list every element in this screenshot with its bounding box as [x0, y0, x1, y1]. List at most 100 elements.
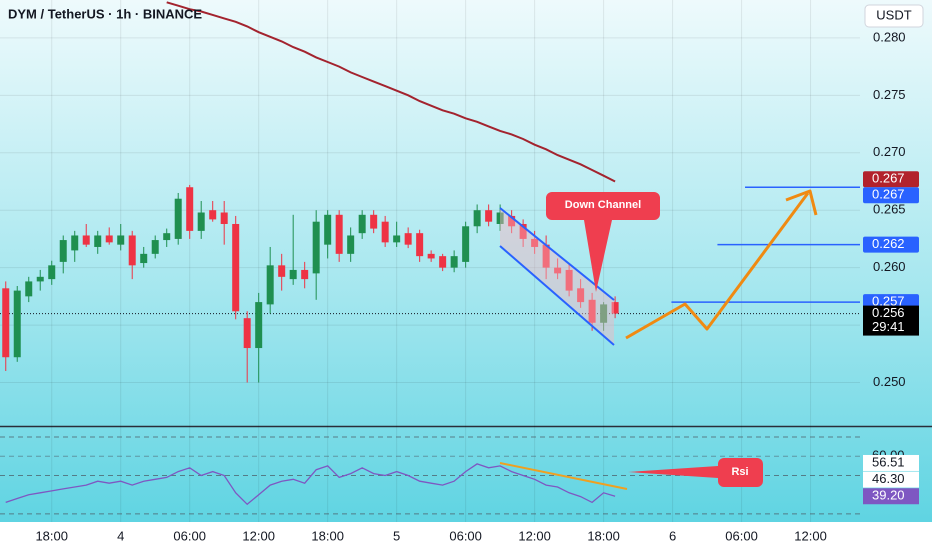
candle-body: [312, 221, 320, 274]
candle-body: [48, 265, 56, 280]
price-tag: [863, 187, 919, 204]
candle-body: [611, 302, 619, 314]
candle-body: [370, 214, 378, 229]
countdown: 29:41: [872, 319, 905, 334]
candle-body: [71, 235, 79, 251]
candle-body: [531, 238, 539, 247]
y-tick-label: 0.275: [873, 87, 906, 102]
candle-body: [13, 290, 21, 358]
candle-body: [473, 210, 481, 227]
candle-body: [301, 269, 309, 280]
price-tag-label: 0.267: [872, 171, 905, 186]
x-tick-label: 06:00: [173, 528, 206, 543]
candle-body: [2, 288, 10, 358]
candle-body: [450, 256, 458, 268]
candle-body: [232, 223, 240, 312]
candle-body: [209, 210, 217, 220]
candle-body: [59, 240, 67, 262]
y-tick-label: 0.270: [873, 144, 906, 159]
annotation-text: Rsi: [731, 466, 748, 478]
candle-body: [324, 214, 332, 245]
price-tag: [863, 236, 919, 253]
x-tick-label: 06:00: [449, 528, 482, 543]
y-tick-label: 0.250: [873, 374, 906, 389]
candle-body: [588, 299, 596, 323]
rsi-tag: [863, 488, 919, 505]
price-tag-label: 0.262: [872, 236, 905, 251]
candle-body: [255, 302, 263, 349]
candle-body: [554, 267, 562, 274]
candle-body: [439, 256, 447, 268]
time-axis-bg: [0, 522, 932, 550]
x-tick-label: 5: [393, 528, 400, 543]
y-tick-label: 0.260: [873, 259, 906, 274]
candle-body: [335, 214, 343, 254]
moving-average-line: [166, 1, 616, 183]
candle-body: [393, 235, 401, 243]
price-tag-label: 0.267: [872, 187, 905, 202]
rsi-tag-label: 56.51: [872, 454, 905, 469]
rsi-line: [5, 463, 616, 506]
x-tick-label: 18:00: [35, 528, 68, 543]
candle-body: [347, 235, 355, 254]
candle-body: [186, 187, 194, 231]
x-tick-label: 18:00: [587, 528, 620, 543]
unit-box: [864, 4, 924, 28]
candle-body: [600, 304, 608, 323]
candle-body: [289, 269, 297, 280]
candle-body: [174, 198, 182, 239]
candle-body: [151, 240, 159, 254]
candle-body: [381, 221, 389, 243]
channel-fill: [500, 208, 614, 345]
annotation-text: Down Channel: [565, 199, 641, 211]
callout-down-channel: [546, 192, 660, 292]
channel-bottom: [499, 245, 615, 346]
projection-arrow: [625, 192, 810, 340]
last-price-label: 0.256: [872, 305, 905, 320]
rsi-tag: [863, 454, 919, 471]
candle-body: [197, 212, 205, 231]
candle-body: [140, 253, 148, 264]
x-tick-label: 12:00: [518, 528, 551, 543]
candle-body: [36, 276, 44, 282]
candle-body: [266, 265, 274, 305]
x-tick-label: 12:00: [794, 528, 827, 543]
candle-body: [278, 265, 286, 277]
candle-body: [519, 223, 527, 239]
candle-body: [416, 233, 424, 257]
candle-body: [496, 212, 504, 224]
candle-body: [485, 210, 493, 222]
candle-body: [404, 233, 412, 245]
y-tick-label: 0.280: [873, 29, 906, 44]
rsi-panel: [0, 436, 860, 515]
candle-body: [565, 269, 573, 291]
rsi-tag-label: 39.20: [872, 488, 905, 503]
candle-body: [220, 212, 228, 224]
candle-body: [542, 244, 550, 268]
y-tick-label: 0.265: [873, 202, 906, 217]
candle-body: [427, 253, 435, 259]
rsi-tag-label: 46.30: [872, 471, 905, 486]
candle-body: [358, 214, 366, 234]
candle-body: [94, 235, 102, 247]
arrow-head: [785, 189, 818, 216]
axes: 18:00 4 06:00 12:00 18:00 5 06:00 12:00 18:00 6 06…: [35, 29, 919, 543]
chart-title: DYM / TetherUS · 1h · BINANCE: [8, 6, 202, 21]
candle-body: [82, 235, 90, 245]
x-tick-label: 6: [669, 528, 676, 543]
rsi-tag: [863, 471, 919, 488]
rsi-trendline: [499, 462, 628, 490]
x-tick-label: 18:00: [311, 528, 344, 543]
candle-body: [508, 215, 516, 227]
candle-body: [128, 235, 136, 266]
candle-body: [462, 226, 470, 262]
x-tick-label: 12:00: [242, 528, 275, 543]
last-price-tag: [863, 305, 919, 336]
price-panel: [0, 1, 860, 383]
x-tick-label: 06:00: [725, 528, 758, 543]
price-tag-label: 0.257: [872, 294, 905, 309]
candle-body: [105, 235, 113, 243]
callout-rsi: [628, 458, 763, 487]
candle-body: [117, 235, 125, 245]
